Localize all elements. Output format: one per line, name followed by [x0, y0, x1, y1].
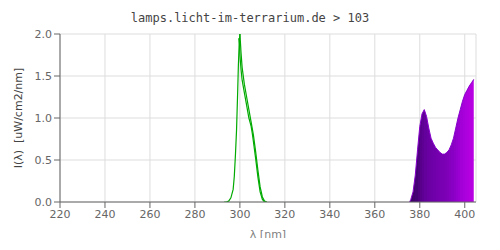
- svg-text:1.0: 1.0: [35, 112, 53, 125]
- svg-text:380: 380: [409, 208, 430, 221]
- svg-text:320: 320: [274, 208, 295, 221]
- svg-text:0.5: 0.5: [35, 154, 53, 167]
- svg-text:I(λ) [uW/cm2/nm]: I(λ) [uW/cm2/nm]: [12, 68, 25, 169]
- svg-text:0.0: 0.0: [35, 196, 53, 209]
- svg-text:360: 360: [364, 208, 385, 221]
- svg-text:300: 300: [229, 208, 250, 221]
- svg-text:340: 340: [319, 208, 340, 221]
- svg-text:240: 240: [94, 208, 115, 221]
- svg-text:220: 220: [50, 208, 71, 221]
- svg-text:260: 260: [139, 208, 160, 221]
- svg-text:2.0: 2.0: [35, 28, 53, 41]
- svg-text:λ [nm]: λ [nm]: [250, 228, 286, 238]
- html-text:lamps.licht-im-terrarium.de >: lamps.licht-im-terrarium.de > 103: [130, 11, 370, 25]
- svg-text:280: 280: [184, 208, 205, 221]
- svg-text:1.5: 1.5: [35, 70, 53, 83]
- svg-text:400: 400: [454, 208, 475, 221]
